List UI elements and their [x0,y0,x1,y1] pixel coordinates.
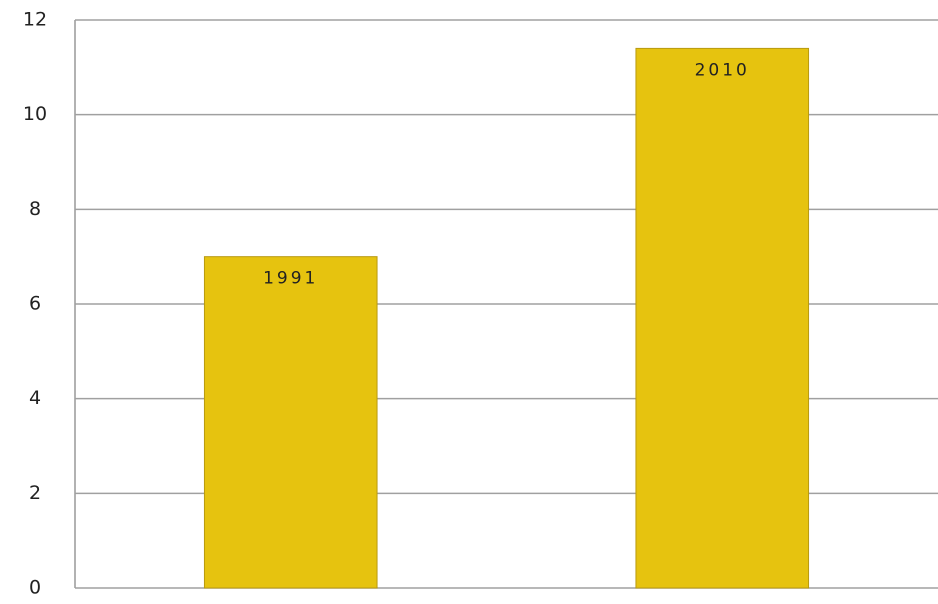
y-tick-label: 2 [29,482,41,504]
y-tick-label: 6 [29,293,41,315]
bar [203,256,378,589]
y-tick-label: 4 [29,387,41,409]
bar [635,47,810,589]
category-label: 1991 [263,269,318,289]
y-tick-label: 0 [29,577,41,599]
y-tick-label: 10 [23,103,47,125]
category-label: 2010 [695,60,750,80]
y-tick-label: 12 [23,9,47,31]
y-tick-label: 8 [29,198,41,220]
